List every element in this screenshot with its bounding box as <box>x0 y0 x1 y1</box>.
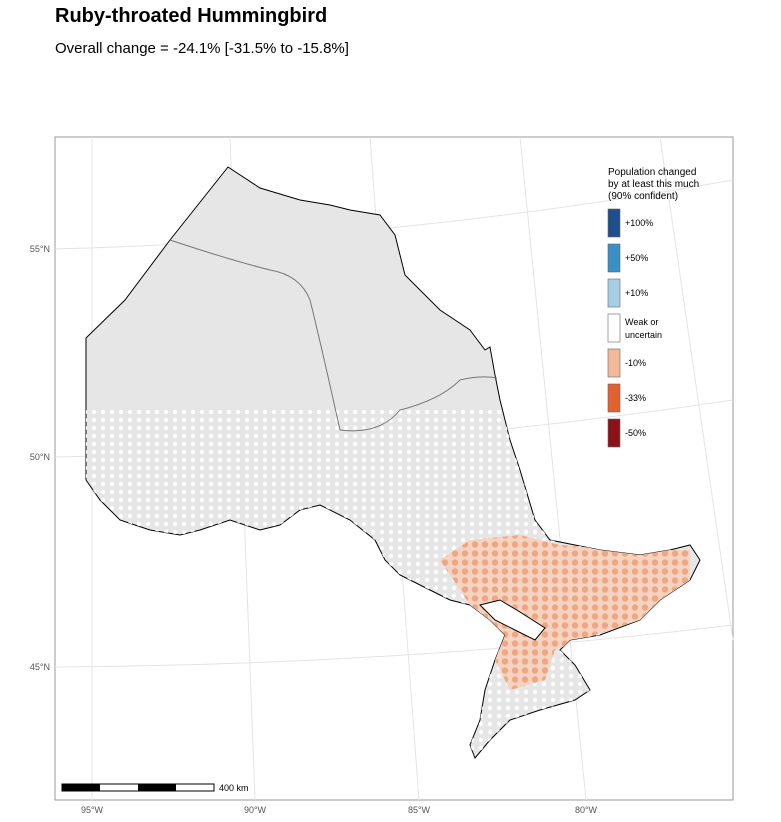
legend-swatch <box>607 348 621 378</box>
lon-label: 85°W <box>408 805 431 815</box>
lat-label: 45°N <box>30 662 50 672</box>
scale-label: 400 km <box>219 783 249 793</box>
subtitle: Overall change = -24.1% [-31.5% to -15.8… <box>55 40 349 57</box>
scale-bar: 400 km <box>61 783 249 793</box>
title: Ruby-throated Hummingbird <box>55 5 327 27</box>
lon-label: 90°W <box>244 805 267 815</box>
legend-title: (90% confident) <box>608 191 678 202</box>
legend-swatch <box>607 243 621 273</box>
legend-label: +10% <box>625 288 648 298</box>
legend-label: +50% <box>625 253 648 263</box>
lake-nipissing <box>479 599 546 641</box>
decline-dots <box>440 535 690 690</box>
legend-label: -10% <box>625 358 646 368</box>
legend-title: Population changed <box>608 167 696 178</box>
lon-label: 95°W <box>81 805 104 815</box>
legend-label: -33% <box>625 393 646 403</box>
lon-label: 80°W <box>575 805 598 815</box>
legend-swatch <box>607 208 621 238</box>
legend-label: -50% <box>625 428 646 438</box>
region-boundary <box>169 239 498 432</box>
legend-swatch <box>607 313 621 343</box>
legend-label: Weak or <box>625 317 658 327</box>
legend-swatch <box>607 383 621 413</box>
legend-swatch <box>607 418 621 448</box>
legend-label: uncertain <box>625 330 662 340</box>
axis-labels: 55°N 50°N 45°N 95°W 90°W 85°W 80°W <box>30 244 598 815</box>
legend-label: +100% <box>625 218 653 228</box>
lat-label: 55°N <box>30 244 50 254</box>
legend-title: by at least this much <box>608 179 699 190</box>
lat-label: 50°N <box>30 452 50 462</box>
legend-swatch <box>607 278 621 308</box>
